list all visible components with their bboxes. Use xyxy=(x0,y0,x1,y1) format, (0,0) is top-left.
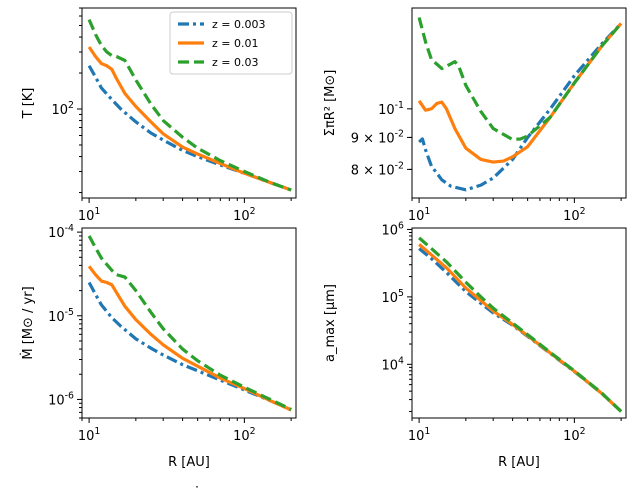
axes-frame xyxy=(81,7,297,199)
y-tick-label: 10-5 xyxy=(48,307,74,325)
y-tick-label: 106 xyxy=(382,220,405,238)
axes-frame xyxy=(81,227,297,419)
panel-top-left: 101 102 102 T [K] xyxy=(21,7,297,224)
footer-mark: ˙ xyxy=(194,485,201,501)
legend-label: z = 0.003 xyxy=(212,18,265,31)
series-line-1 xyxy=(87,64,292,192)
panel-bottom-left: 101 102 10-4 10-5 10-6 Ṁ [M⊙ / yr] R [AU] xyxy=(20,223,297,470)
y-tick-label: 10-4 xyxy=(48,223,74,241)
x-tick-label: 101 xyxy=(408,426,431,444)
series-line-2 xyxy=(87,46,292,192)
series-line-2 xyxy=(87,265,292,412)
y-tick-label: 105 xyxy=(382,288,405,306)
x-tick-label: 102 xyxy=(563,426,586,444)
legend: z = 0.003 z = 0.01 z = 0.03 xyxy=(169,11,293,75)
panels: 101 102 102 T [K] 101 102 10-1 9 × 10-2 8 × 10-2… xyxy=(20,7,627,470)
x-axis-label: R [AU] xyxy=(168,455,210,470)
series-group xyxy=(87,18,292,192)
x-axis-label: R [AU] xyxy=(498,455,540,470)
y-axis-label: a_max [μm] xyxy=(323,284,338,362)
y-tick-label: 9 × 10-2 xyxy=(351,128,404,146)
y-tick-label: 8 × 10-2 xyxy=(351,160,404,178)
series-line-3 xyxy=(87,18,292,192)
series-line-1 xyxy=(87,281,292,412)
legend-label: z = 0.03 xyxy=(212,56,258,69)
series-line-3 xyxy=(417,17,623,142)
x-tick-label: 102 xyxy=(233,426,256,444)
x-tick-label: 101 xyxy=(408,206,431,224)
y-axis-label: Ṁ [M⊙ / yr] xyxy=(20,286,36,359)
x-tick-label: 101 xyxy=(78,206,101,224)
axes-frame xyxy=(411,227,627,419)
y-axis-label: T [K] xyxy=(21,88,36,120)
legend-frame xyxy=(169,11,293,75)
panel-top-right: 101 102 10-1 9 × 10-2 8 × 10-2 ΣπR² [M⊙] xyxy=(323,7,627,224)
x-tick-label: 101 xyxy=(78,426,101,444)
series-line-1 xyxy=(418,22,623,192)
series-group xyxy=(418,236,623,413)
y-tick-label: 10-6 xyxy=(48,390,74,408)
series-line-3 xyxy=(87,235,292,411)
y-axis-label: ΣπR² [M⊙] xyxy=(323,70,338,137)
panel-bottom-right: 101 102 106 105 104 a_max [μm] R [AU] xyxy=(323,220,627,470)
series-line-3 xyxy=(418,236,623,413)
series-group xyxy=(417,17,623,192)
series-group xyxy=(87,235,292,412)
y-tick-label: 10-1 xyxy=(378,100,404,118)
series-line-2 xyxy=(417,22,623,164)
legend-label: z = 0.01 xyxy=(212,37,258,50)
y-tick-label: 102 xyxy=(52,100,75,118)
x-tick-label: 102 xyxy=(233,206,256,224)
x-tick-label: 102 xyxy=(563,206,586,224)
axes-frame xyxy=(411,7,627,199)
y-tick-label: 104 xyxy=(382,355,405,373)
